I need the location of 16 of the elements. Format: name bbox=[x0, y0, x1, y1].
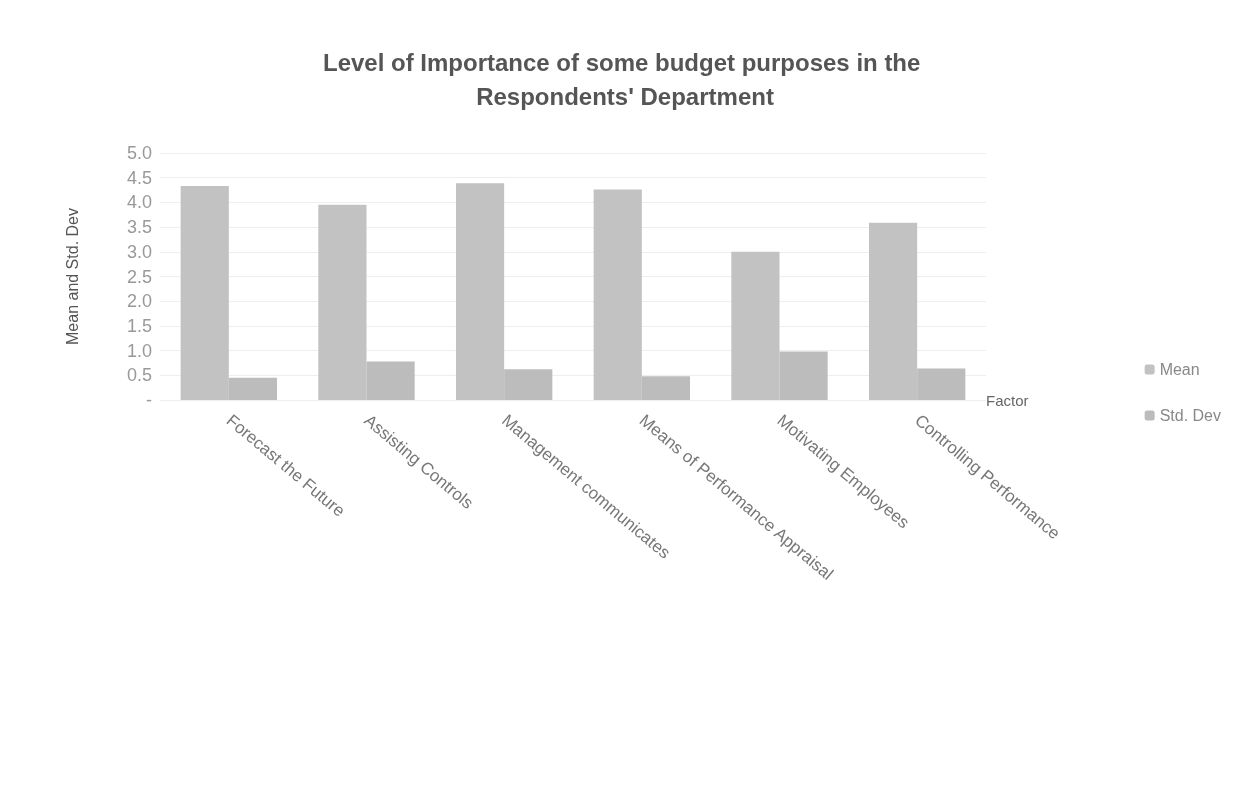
y-tick-label: 2.0 bbox=[126, 291, 152, 312]
y-tick-label: 2.5 bbox=[126, 266, 152, 287]
y-tick-label: 4.0 bbox=[126, 192, 152, 213]
y-tick-label: 3.0 bbox=[126, 241, 152, 262]
y-tick-label: 0.5 bbox=[126, 365, 152, 386]
legend-label: Std. Dev bbox=[1159, 407, 1221, 424]
x-axis-title: Factor bbox=[986, 391, 1029, 409]
y-tick-label: 3.5 bbox=[126, 217, 152, 238]
y-axis-title: Mean and Std. Dev bbox=[63, 208, 81, 345]
legend-label: Mean bbox=[1159, 361, 1200, 378]
y-tick-label: - bbox=[146, 390, 152, 410]
y-tick-label: 4.5 bbox=[126, 167, 152, 188]
y-tick-label: 5.0 bbox=[126, 143, 152, 163]
y-tick-label: 1.5 bbox=[126, 315, 152, 336]
chart-title: Level of Importance of some budget purposes in the Respondents' Department bbox=[322, 48, 928, 110]
y-tick-label: 1.0 bbox=[126, 340, 152, 361]
